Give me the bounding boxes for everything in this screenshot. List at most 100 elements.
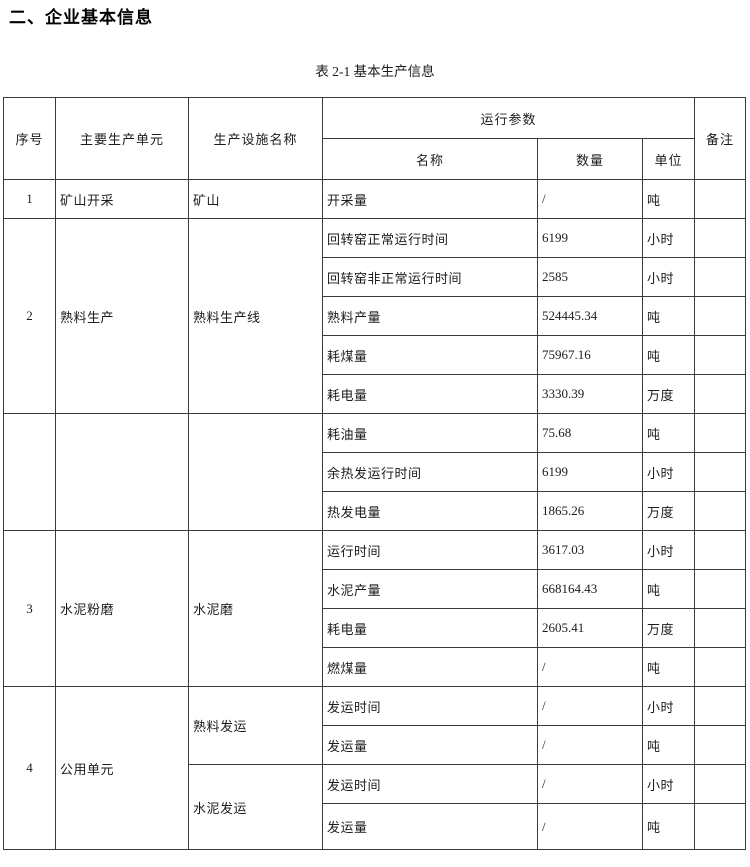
header-quantity: 数量 [537, 138, 643, 180]
cell-remarks [694, 335, 746, 375]
header-main-unit: 主要生产单元 [55, 97, 189, 180]
cell-remarks [694, 413, 746, 453]
cell-unit: 吨 [642, 413, 695, 453]
cell-param-name: 燃煤量 [322, 647, 538, 687]
cell-unit: 吨 [642, 569, 695, 609]
cell-main-unit: 矿山开采 [55, 179, 189, 219]
cell-unit: 吨 [642, 179, 695, 219]
table-row: 耗煤量 75967.16 吨 [4, 335, 746, 375]
cell-param-name: 发运量 [322, 803, 538, 850]
table-row: 水泥产量 668164.43 吨 [4, 569, 746, 609]
table-row: 耗电量 3330.39 万度 [4, 374, 746, 414]
cell-unit: 万度 [642, 608, 695, 648]
cell-quantity: / [537, 725, 643, 765]
cell-quantity: 75967.16 [537, 335, 643, 375]
cell-param-name: 发运量 [322, 725, 538, 765]
table-row: 发运量 / 吨 [4, 803, 746, 850]
cell-facility: 水泥发运 [188, 764, 323, 850]
cell-unit: 小时 [642, 686, 695, 726]
table-row: 余热发运行时间 6199 小时 [4, 452, 746, 492]
cell-unit: 小时 [642, 257, 695, 297]
cell-unit: 万度 [642, 374, 695, 414]
cell-param-name: 耗电量 [322, 374, 538, 414]
cell-unit: 小时 [642, 530, 695, 570]
cell-param-name: 耗油量 [322, 413, 538, 453]
table-row: 2 熟料生产 熟料生产线 回转窑正常运行时间 6199 小时 [3, 218, 746, 414]
table-row: 1 矿山开采 矿山 开采量 / 吨 [3, 179, 746, 219]
cell-unit: 吨 [642, 725, 695, 765]
cell-serial [3, 413, 56, 531]
cell-quantity: 75.68 [537, 413, 643, 453]
cell-main-unit: 公用单元 [55, 686, 189, 850]
cell-quantity: 1865.26 [537, 491, 643, 531]
section-heading: 二、企业基本信息 [9, 8, 153, 27]
cell-remarks [694, 686, 746, 726]
cell-param-name: 熟料产量 [322, 296, 538, 336]
table-row: 耗电量 2605.41 万度 [4, 608, 746, 648]
cell-remarks [694, 530, 746, 570]
cell-quantity: / [537, 803, 643, 850]
cell-param-name: 发运时间 [322, 764, 538, 804]
cell-facility: 水泥磨 [188, 530, 323, 687]
cell-param-name: 回转窑非正常运行时间 [322, 257, 538, 297]
header-param-name: 名称 [322, 138, 538, 180]
cell-unit: 小时 [642, 764, 695, 804]
header-operating-params: 运行参数 [322, 97, 695, 139]
header-unit: 单位 [642, 138, 695, 180]
cell-main-unit: 熟料生产 [55, 218, 189, 414]
cell-remarks [694, 803, 746, 850]
cell-param-name: 热发电量 [322, 491, 538, 531]
cell-quantity: 668164.43 [537, 569, 643, 609]
cell-remarks [694, 374, 746, 414]
cell-unit: 小时 [642, 452, 695, 492]
cell-remarks [694, 764, 746, 804]
cell-remarks [694, 569, 746, 609]
cell-serial: 1 [3, 179, 56, 219]
cell-remarks [694, 257, 746, 297]
cell-remarks [694, 608, 746, 648]
table-row: 回转窑非正常运行时间 2585 小时 [4, 257, 746, 297]
cell-unit: 吨 [642, 335, 695, 375]
cell-remarks [694, 647, 746, 687]
cell-facility: 熟料生产线 [188, 218, 323, 414]
basic-production-info-table: 序号 主要生产单元 生产设施名称 运行参数 备注 名称 数量 单位 1 矿山开采… [3, 97, 746, 850]
cell-unit: 吨 [642, 647, 695, 687]
cell-facility [188, 413, 323, 531]
table-caption: 表 2-1 基本生产信息 [315, 64, 435, 79]
cell-quantity: 6199 [537, 218, 643, 258]
cell-quantity: 3617.03 [537, 530, 643, 570]
cell-quantity: / [537, 764, 643, 804]
cell-param-name: 开采量 [322, 179, 538, 219]
cell-param-name: 耗电量 [322, 608, 538, 648]
cell-quantity: 2605.41 [537, 608, 643, 648]
cell-quantity: / [537, 647, 643, 687]
header-row-2: 名称 数量 单位 [4, 138, 746, 180]
cell-main-unit [55, 413, 189, 531]
cell-unit: 小时 [642, 218, 695, 258]
cell-facility: 熟料发运 [188, 686, 323, 765]
cell-param-name: 水泥产量 [322, 569, 538, 609]
cell-quantity: / [537, 179, 643, 219]
cell-unit: 吨 [642, 296, 695, 336]
cell-unit: 吨 [642, 803, 695, 850]
table-row: 耗油量 75.68 吨 [3, 413, 746, 531]
cell-remarks [694, 725, 746, 765]
cell-unit: 万度 [642, 491, 695, 531]
header-serial: 序号 [3, 97, 56, 180]
cell-remarks [694, 296, 746, 336]
cell-serial: 4 [3, 686, 56, 850]
cell-param-name: 余热发运行时间 [322, 452, 538, 492]
cell-remarks [694, 218, 746, 258]
header-row-1: 序号 主要生产单元 生产设施名称 运行参数 备注 [3, 97, 746, 180]
cell-param-name: 发运时间 [322, 686, 538, 726]
cell-facility: 矿山 [188, 179, 323, 219]
cell-param-name: 回转窑正常运行时间 [322, 218, 538, 258]
table-row: 4 公用单元 熟料发运 发运时间 / 小时 [3, 686, 746, 850]
cell-main-unit: 水泥粉磨 [55, 530, 189, 687]
cell-remarks [694, 452, 746, 492]
header-facility-name: 生产设施名称 [188, 97, 323, 180]
cell-quantity: / [537, 686, 643, 726]
table-row: 水泥发运 发运时间 / 小时 [4, 764, 746, 850]
table-row: 3 水泥粉磨 水泥磨 运行时间 3617.03 小时 [3, 530, 746, 687]
